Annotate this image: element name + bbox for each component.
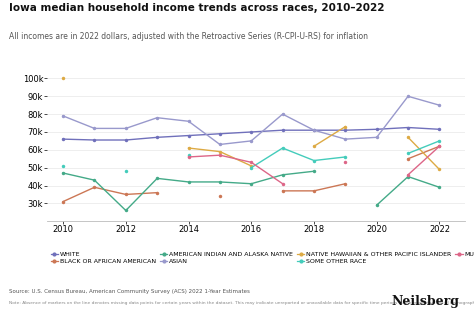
ASIAN: [217, 143, 223, 146]
Text: Source: U.S. Census Bureau, American Community Survey (ACS) 2022 1-Year Estimate: Source: U.S. Census Bureau, American Com…: [9, 289, 250, 294]
AMERICAN INDIAN AND ALASKA NATIVE: [311, 169, 317, 173]
BLACK OR AFRICAN AMERICAN: [60, 200, 66, 204]
Line: MULTIRACIAL: MULTIRACIAL: [187, 154, 284, 185]
WHITE: [311, 128, 317, 132]
WHITE: [437, 127, 442, 131]
MULTIRACIAL: [280, 182, 285, 185]
AMERICAN INDIAN AND ALASKA NATIVE: [123, 209, 128, 212]
MULTIRACIAL: [217, 153, 223, 157]
BLACK OR AFRICAN AMERICAN: [155, 191, 160, 195]
AMERICAN INDIAN AND ALASKA NATIVE: [217, 180, 223, 184]
AMERICAN INDIAN AND ALASKA NATIVE: [155, 176, 160, 180]
WHITE: [91, 138, 97, 142]
ASIAN: [248, 139, 254, 143]
WHITE: [123, 138, 128, 142]
ASIAN: [186, 119, 191, 123]
WHITE: [155, 136, 160, 139]
AMERICAN INDIAN AND ALASKA NATIVE: [60, 171, 66, 175]
Line: BLACK OR AFRICAN AMERICAN: BLACK OR AFRICAN AMERICAN: [61, 185, 159, 203]
WHITE: [405, 126, 411, 130]
ASIAN: [91, 126, 97, 130]
BLACK OR AFRICAN AMERICAN: [91, 185, 97, 189]
Text: Note: Absence of markers on the line denotes missing data points for certain yea: Note: Absence of markers on the line den…: [9, 301, 474, 305]
AMERICAN INDIAN AND ALASKA NATIVE: [280, 173, 285, 177]
AMERICAN INDIAN AND ALASKA NATIVE: [186, 180, 191, 184]
ASIAN: [374, 136, 380, 139]
ASIAN: [437, 103, 442, 107]
Text: All incomes are in 2022 dollars, adjusted with the Retroactive Series (R-CPI-U-R: All incomes are in 2022 dollars, adjuste…: [9, 32, 368, 40]
ASIAN: [123, 126, 128, 130]
ASIAN: [343, 137, 348, 141]
WHITE: [343, 128, 348, 132]
ASIAN: [311, 128, 317, 132]
AMERICAN INDIAN AND ALASKA NATIVE: [248, 182, 254, 185]
WHITE: [217, 132, 223, 136]
AMERICAN INDIAN AND ALASKA NATIVE: [91, 178, 97, 182]
Line: AMERICAN INDIAN AND ALASKA NATIVE: AMERICAN INDIAN AND ALASKA NATIVE: [61, 169, 316, 212]
WHITE: [60, 137, 66, 141]
Text: Neilsberg: Neilsberg: [392, 295, 460, 308]
Text: Iowa median household income trends across races, 2010–2022: Iowa median household income trends acro…: [9, 3, 385, 13]
ASIAN: [280, 112, 285, 116]
WHITE: [248, 130, 254, 134]
ASIAN: [155, 116, 160, 119]
ASIAN: [60, 114, 66, 118]
Line: ASIAN: ASIAN: [61, 94, 441, 146]
ASIAN: [405, 94, 411, 98]
BLACK OR AFRICAN AMERICAN: [123, 192, 128, 196]
WHITE: [186, 134, 191, 137]
Legend: WHITE, BLACK OR AFRICAN AMERICAN, AMERICAN INDIAN AND ALASKA NATIVE, ASIAN, NATI: WHITE, BLACK OR AFRICAN AMERICAN, AMERIC…: [51, 252, 474, 264]
WHITE: [280, 128, 285, 132]
MULTIRACIAL: [186, 155, 191, 159]
MULTIRACIAL: [248, 161, 254, 164]
Line: WHITE: WHITE: [61, 126, 441, 142]
WHITE: [374, 127, 380, 131]
